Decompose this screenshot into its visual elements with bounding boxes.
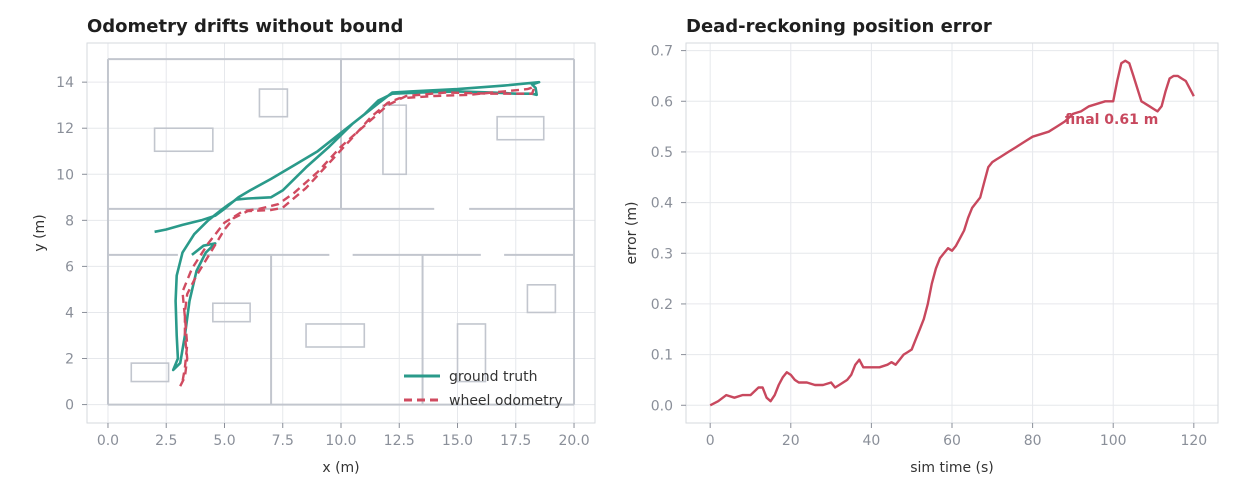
trajectory-y-axis-label: y (m) <box>32 214 48 251</box>
y-tick-label: 0.2 <box>651 297 673 313</box>
x-tick-label: 120 <box>1180 433 1207 449</box>
y-tick-label: 0.0 <box>651 398 673 414</box>
obstacle <box>305 323 366 348</box>
obstacle <box>212 302 251 323</box>
y-tick-label: 2 <box>65 352 74 368</box>
x-tick-label: 10.0 <box>325 433 356 449</box>
trajectory-chart-title: Odometry drifts without bound <box>87 16 403 37</box>
x-tick-label: 20 <box>782 433 800 449</box>
y-tick-label: 0.5 <box>651 145 673 161</box>
trajectory-series <box>154 80 541 387</box>
obstacle <box>153 127 214 153</box>
error-gridlines <box>686 43 1218 423</box>
x-tick-label: 12.5 <box>384 433 415 449</box>
x-tick-label: 17.5 <box>500 433 531 449</box>
y-tick-label: 14 <box>56 75 74 91</box>
trajectory-x-ticks: 0.0 2.5 5.0 7.5 10.0 12.5 15.0 17.5 20.0 <box>97 423 590 449</box>
wheel-odometry-line <box>179 85 536 387</box>
y-tick-label: 0.1 <box>651 348 673 364</box>
error-x-axis-label: sim time (s) <box>910 460 994 476</box>
error-chart-title: Dead-reckoning position error <box>686 16 992 37</box>
x-tick-label: 5.0 <box>213 433 235 449</box>
error-series <box>709 59 1195 407</box>
x-tick-label: 60 <box>943 433 961 449</box>
error-x-ticks: 0 20 40 60 80 100 120 <box>706 423 1207 449</box>
y-tick-label: 0 <box>65 398 74 414</box>
obstacle <box>130 362 170 383</box>
y-tick-label: 6 <box>65 259 74 275</box>
x-tick-label: 100 <box>1100 433 1127 449</box>
trajectory-y-ticks: 0 2 4 6 8 10 12 14 <box>56 75 87 414</box>
trajectory-x-axis-label: x (m) <box>322 460 359 476</box>
y-tick-label: 4 <box>65 305 74 321</box>
obstacle <box>258 88 289 118</box>
x-tick-label: 15.0 <box>442 433 473 449</box>
x-tick-label: 0 <box>706 433 715 449</box>
legend-label-ground-truth: ground truth <box>449 369 537 385</box>
x-tick-label: 0.0 <box>97 433 119 449</box>
error-y-axis-label: error (m) <box>624 202 640 265</box>
x-tick-label: 40 <box>862 433 880 449</box>
x-tick-label: 7.5 <box>272 433 294 449</box>
y-tick-label: 0.7 <box>651 44 673 60</box>
y-tick-label: 0.3 <box>651 246 673 262</box>
obstacle <box>526 284 557 314</box>
y-tick-label: 12 <box>56 121 74 137</box>
final-error-annotation: final 0.61 m <box>1065 112 1158 128</box>
x-tick-label: 80 <box>1024 433 1042 449</box>
x-tick-label: 20.0 <box>558 433 589 449</box>
obstacle <box>496 115 545 141</box>
legend: ground truth wheel odometry <box>404 369 563 409</box>
obstacle <box>382 104 408 176</box>
ground-truth-line <box>154 80 541 372</box>
obstacle <box>456 323 487 383</box>
y-tick-label: 0.4 <box>651 196 673 212</box>
y-tick-label: 10 <box>56 167 74 183</box>
trajectory-chart: Odometry drifts without bound 0.0 2.5 5.0 7… <box>32 16 596 476</box>
position-error-line <box>709 59 1195 407</box>
y-tick-label: 8 <box>65 213 74 229</box>
y-tick-label: 0.6 <box>651 94 673 110</box>
error-chart: Dead-reckoning position error final 0.61… <box>624 16 1219 476</box>
x-tick-label: 2.5 <box>155 433 177 449</box>
legend-label-wheel-odometry: wheel odometry <box>449 393 563 409</box>
error-y-ticks: 0.0 0.1 0.2 0.3 0.4 0.5 0.6 0.7 <box>651 44 686 414</box>
